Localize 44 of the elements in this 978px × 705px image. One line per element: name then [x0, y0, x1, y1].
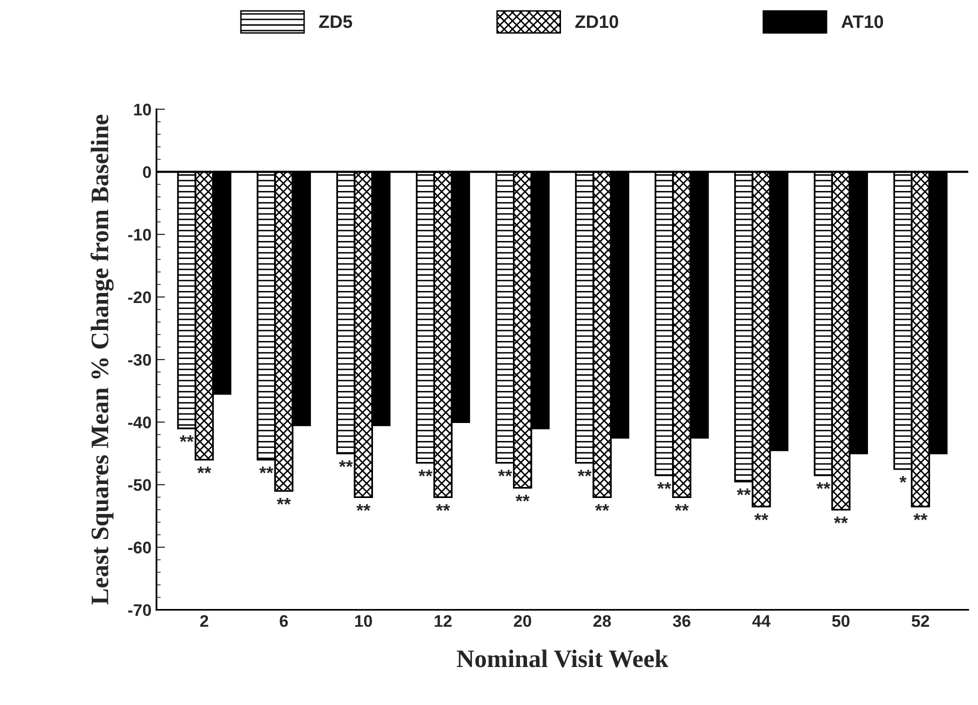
data-label: ** — [913, 514, 928, 520]
data-label: ** — [259, 466, 274, 474]
data-label: ** — [356, 504, 370, 511]
data-label: ** — [657, 482, 672, 489]
x-tick-label: 10 — [355, 615, 372, 627]
x-tick-label: 50 — [832, 615, 850, 627]
y-tick-label: -20 — [128, 291, 151, 304]
data-label: ** — [516, 494, 530, 502]
legend-label: ZD10 — [575, 15, 618, 28]
data-label: ** — [436, 504, 450, 511]
y-axis-title: Least Squares Mean % Change from Baseline — [90, 114, 114, 605]
x-tick-label: 20 — [514, 615, 532, 627]
y-tick-label: -10 — [128, 228, 151, 241]
data-label: ** — [834, 516, 848, 524]
legend-label: AT10 — [841, 15, 884, 28]
y-tick-label: -50 — [128, 479, 151, 491]
data-label: ** — [674, 504, 689, 511]
legend-label: ZD5 — [319, 15, 352, 28]
x-tick-label: 44 — [752, 615, 770, 627]
data-label: ** — [754, 514, 768, 520]
data-label: * — [900, 476, 906, 483]
y-tick-label: 0 — [143, 166, 151, 178]
y-tick-label: -70 — [128, 604, 151, 616]
data-label: ** — [197, 466, 212, 474]
data-label: ** — [338, 460, 353, 468]
x-tick-label: 12 — [434, 615, 452, 627]
data-label: ** — [276, 498, 291, 505]
data-label: ** — [595, 504, 610, 511]
data-label: ** — [816, 482, 830, 489]
data-label: ** — [736, 488, 751, 496]
x-axis-title: Nominal Visit Week — [456, 650, 668, 668]
data-label: ** — [180, 435, 194, 442]
x-tick-label: 6 — [280, 615, 288, 627]
data-label: ** — [578, 470, 592, 476]
y-tick-label: 10 — [134, 104, 151, 116]
y-tick-label: -60 — [128, 542, 151, 554]
data-label: ** — [498, 470, 512, 476]
y-tick-label: -40 — [128, 416, 151, 428]
x-tick-label: 2 — [200, 615, 208, 627]
x-tick-label: 28 — [593, 615, 611, 627]
y-tick-label: -30 — [128, 354, 151, 366]
x-tick-label: 36 — [672, 615, 690, 627]
x-tick-label: 52 — [912, 615, 930, 627]
data-label: ** — [418, 470, 432, 476]
